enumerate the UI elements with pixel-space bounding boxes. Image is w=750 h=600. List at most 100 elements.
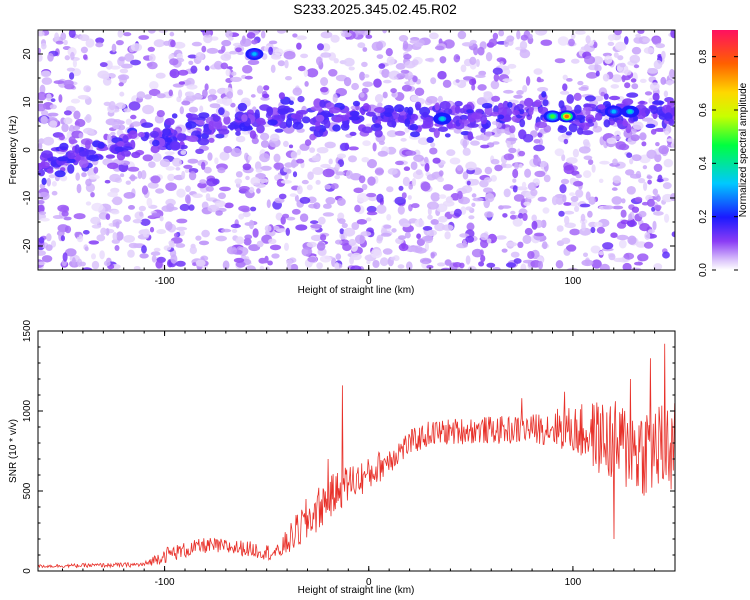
spectrogram-point <box>195 259 206 267</box>
spectrogram-point <box>397 264 405 269</box>
spectrogram-point <box>290 263 299 270</box>
spectrogram-point <box>480 255 486 263</box>
spectrogram-point <box>434 45 445 51</box>
spectrogram-point <box>471 202 476 207</box>
spectrogram-ridge-point <box>271 115 281 120</box>
spectrogram-point <box>416 238 425 247</box>
spectrogram-point <box>577 80 584 86</box>
spectrogram-ridge-point <box>246 109 254 116</box>
spectrogram-point <box>108 101 116 111</box>
spectrogram-point <box>188 171 197 181</box>
spectrogram-point <box>136 91 146 99</box>
spectrogram-point <box>465 255 471 265</box>
spectrogram-point <box>505 241 518 247</box>
spectrogram-point <box>334 163 340 171</box>
spectrogram-point <box>224 202 234 209</box>
spectrogram-ridge-point <box>595 112 603 121</box>
spectrogram-point <box>225 30 233 38</box>
spectrogram-point <box>63 110 72 116</box>
spectrogram-point <box>175 167 181 171</box>
spectrogram-point <box>155 188 165 194</box>
spectrogram-point <box>653 163 663 172</box>
spectrogram-ridge-point <box>467 131 474 141</box>
spectrogram-point <box>163 245 172 251</box>
spectrogram-point <box>612 205 624 210</box>
spectrogram-point <box>652 188 658 196</box>
spectrogram-point <box>140 170 147 180</box>
spectrogram-point <box>669 68 675 79</box>
spectrogram-point <box>376 54 384 59</box>
spectrogram-point <box>51 181 57 187</box>
spectrogram-point <box>96 234 106 242</box>
spectrogram-point <box>361 157 370 163</box>
spectrogram-point <box>61 123 69 133</box>
spectrogram-point <box>599 160 610 165</box>
spectrogram-point <box>188 106 198 113</box>
spectrogram-point <box>323 203 332 209</box>
spectrogram-point <box>130 114 137 120</box>
spectrogram-point <box>250 206 257 212</box>
spectrogram-ridge-point <box>169 141 181 151</box>
spectrogram-point <box>607 34 616 41</box>
spectrogram-point <box>301 179 309 185</box>
spectrogram-point <box>296 35 307 40</box>
spectrogram-point <box>408 183 414 190</box>
spectrogram-point <box>169 58 179 66</box>
spectrogram-point <box>429 147 438 155</box>
colorbar-tick-label: 0.6 <box>698 103 709 117</box>
spectrogram-point <box>111 43 117 53</box>
spectrogram-point <box>255 168 263 173</box>
spectrogram-point <box>340 142 350 151</box>
spectrogram-point <box>55 40 64 45</box>
spectrogram-point <box>620 219 629 225</box>
spectrogram-point <box>294 194 299 202</box>
spectrogram-point <box>178 81 186 85</box>
spectrogram-point <box>366 260 371 265</box>
spectrogram-point <box>522 85 528 93</box>
spectrogram-point <box>38 138 45 145</box>
spectrogram-point <box>256 188 261 194</box>
spectrogram-point <box>117 30 124 38</box>
spectrogram-point <box>38 261 46 266</box>
colorbar-tick-label: 0.8 <box>698 49 709 63</box>
spectrogram-point <box>598 178 604 183</box>
spectrogram-point <box>660 76 667 85</box>
spectrogram-ridge-point <box>608 95 621 101</box>
spectrogram-peak <box>627 109 633 114</box>
spectrogram-point <box>403 53 412 60</box>
spectrogram-point <box>288 257 297 264</box>
spectrogram-point <box>437 70 447 80</box>
spectrogram-point <box>70 51 75 60</box>
spectrogram-point <box>444 259 452 266</box>
spectrogram-point <box>575 30 586 35</box>
spectrogram-ridge-point <box>229 122 235 131</box>
colorbar-ticks: 0.0 0.2 0.4 0.6 0.8 <box>698 49 738 277</box>
spectrogram-point <box>626 152 633 158</box>
spectrogram-ridge-point <box>38 169 45 177</box>
spectrogram-point <box>484 177 492 183</box>
spectrogram-point <box>201 45 207 53</box>
spectrogram-point <box>377 150 388 157</box>
spectrogram-point <box>66 67 75 72</box>
spectrogram-point <box>336 153 347 159</box>
spectrogram-point <box>285 76 292 81</box>
spectrogram-point <box>670 30 675 39</box>
spectrogram-point <box>562 194 567 203</box>
spectrogram-point <box>485 131 493 138</box>
spectrogram-point <box>390 88 397 94</box>
spectrogram-ridge-point <box>558 100 565 109</box>
spectrogram-point <box>646 198 655 207</box>
spectrogram-point <box>155 72 166 79</box>
x-tick-label: 100 <box>565 276 582 287</box>
spectrogram-point <box>616 234 629 241</box>
spectrogram-point <box>228 36 234 41</box>
spectrogram-point <box>58 94 63 103</box>
spectrogram-ridge-point <box>177 133 186 142</box>
spectrogram-point <box>602 73 610 82</box>
spectrogram-point <box>644 232 651 240</box>
spectrogram-point <box>573 92 582 101</box>
spectrogram-point <box>527 182 537 191</box>
spectrogram-point <box>52 215 64 219</box>
spectrogram-point <box>366 211 378 216</box>
spectrogram-ridge-point <box>422 111 428 118</box>
